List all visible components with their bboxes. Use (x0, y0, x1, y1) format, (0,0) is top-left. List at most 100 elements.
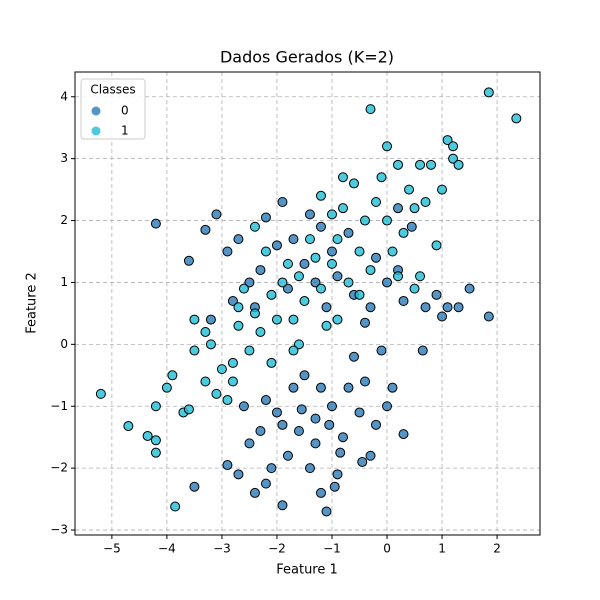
point (255, 326, 266, 337)
point (371, 252, 382, 263)
point (343, 277, 354, 288)
point (382, 141, 393, 152)
point (227, 296, 238, 307)
point (398, 296, 409, 307)
point (260, 212, 271, 223)
x-tick-label: 1 (438, 542, 446, 556)
point (511, 113, 522, 124)
point (282, 283, 293, 294)
point (288, 234, 299, 245)
point (304, 209, 315, 220)
point (310, 252, 321, 263)
point (238, 283, 249, 294)
point (310, 277, 321, 288)
point (371, 196, 382, 207)
point (222, 246, 233, 257)
point (95, 388, 106, 399)
point (360, 215, 371, 226)
point (216, 364, 227, 375)
point (266, 357, 277, 368)
point (332, 469, 343, 480)
point (337, 172, 348, 183)
point (354, 289, 365, 300)
y-tick-label: 1 (60, 275, 68, 289)
legend: Classes 0 1 (80, 78, 146, 140)
point (360, 376, 371, 387)
legend-title: Classes (90, 83, 135, 97)
point (437, 311, 448, 322)
y-tick-label: −3 (50, 523, 68, 537)
point (332, 234, 343, 245)
point (277, 277, 288, 288)
plot-frame (74, 71, 541, 536)
point (310, 413, 321, 424)
point (464, 283, 475, 294)
point (332, 314, 343, 325)
point (271, 240, 282, 251)
point (483, 311, 494, 322)
point (420, 196, 431, 207)
x-tick-label: −1 (323, 542, 341, 556)
point (398, 429, 409, 440)
point (393, 203, 404, 214)
point (326, 246, 337, 257)
point (227, 357, 238, 368)
point (376, 172, 387, 183)
y-tick-label: 4 (60, 89, 68, 103)
point (244, 438, 255, 449)
point (293, 271, 304, 282)
legend-label: 0 (121, 104, 129, 118)
point (315, 190, 326, 201)
point (277, 419, 288, 430)
point (442, 135, 453, 146)
point (271, 407, 282, 418)
point (326, 258, 337, 269)
point (249, 487, 260, 498)
point (244, 277, 255, 288)
point (170, 501, 181, 512)
point (453, 302, 464, 313)
point (304, 463, 315, 474)
legend-marker (91, 126, 101, 136)
point (277, 196, 288, 207)
point (205, 339, 216, 350)
point (365, 450, 376, 461)
point (288, 314, 299, 325)
point (271, 314, 282, 325)
point (296, 404, 307, 415)
point (332, 271, 343, 282)
legend-label: 1 (121, 124, 129, 138)
point (393, 159, 404, 170)
point (431, 240, 442, 251)
point (321, 320, 332, 331)
point (189, 345, 200, 356)
point (260, 395, 271, 406)
point (260, 478, 271, 489)
point (200, 376, 211, 387)
x-tick-label: −4 (158, 542, 176, 556)
point (123, 421, 134, 432)
point (382, 401, 393, 412)
point (299, 258, 310, 269)
point (310, 438, 321, 449)
point (161, 382, 172, 393)
x-tick-label: −2 (268, 542, 286, 556)
point (150, 218, 161, 229)
point (293, 339, 304, 350)
point (354, 246, 365, 257)
point (337, 203, 348, 214)
chart-title: Dados Gerados (K=2) (220, 48, 394, 67)
point (222, 460, 233, 471)
point (260, 246, 271, 257)
point (183, 255, 194, 266)
point (315, 221, 326, 232)
point (398, 227, 409, 238)
point (326, 401, 337, 412)
point (343, 227, 354, 238)
y-axis-label: Feature 2 (25, 272, 40, 334)
point (387, 246, 398, 257)
point (371, 419, 382, 430)
point (189, 314, 200, 325)
point (142, 430, 153, 441)
